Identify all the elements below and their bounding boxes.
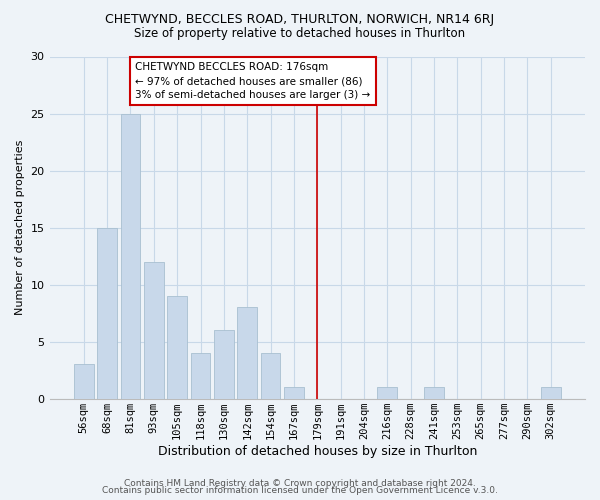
Bar (144, 262, 164, 398)
Y-axis label: Number of detached properties: Number of detached properties (15, 140, 25, 316)
Text: Size of property relative to detached houses in Thurlton: Size of property relative to detached ho… (134, 28, 466, 40)
Text: Contains public sector information licensed under the Open Government Licence v.: Contains public sector information licen… (102, 486, 498, 495)
Bar (214, 330, 234, 398)
Bar (191, 353, 211, 399)
Bar (541, 388, 560, 398)
Text: CHETWYND BECCLES ROAD: 176sqm
← 97% of detached houses are smaller (86)
3% of se: CHETWYND BECCLES ROAD: 176sqm ← 97% of d… (135, 62, 370, 100)
Bar (74, 364, 94, 398)
Bar (377, 388, 397, 398)
Bar (121, 114, 140, 399)
Text: Contains HM Land Registry data © Crown copyright and database right 2024.: Contains HM Land Registry data © Crown c… (124, 478, 476, 488)
X-axis label: Distribution of detached houses by size in Thurlton: Distribution of detached houses by size … (158, 444, 477, 458)
Bar (260, 353, 280, 399)
Text: CHETWYND, BECCLES ROAD, THURLTON, NORWICH, NR14 6RJ: CHETWYND, BECCLES ROAD, THURLTON, NORWIC… (106, 12, 494, 26)
Bar (238, 308, 257, 398)
Bar (97, 228, 117, 398)
Bar (167, 296, 187, 398)
Bar (424, 388, 444, 398)
Bar (284, 388, 304, 398)
